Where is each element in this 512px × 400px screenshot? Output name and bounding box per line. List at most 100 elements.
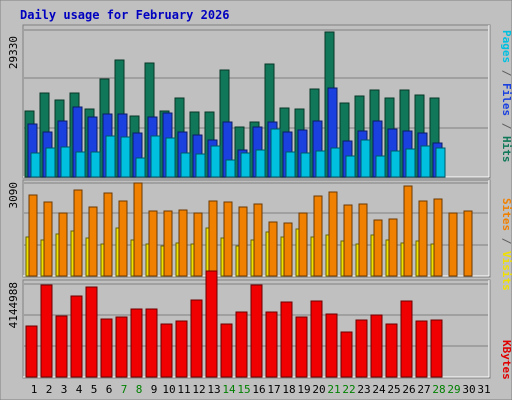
bar-pages-day-3 (60, 146, 71, 178)
bar-pages-day-8 (135, 157, 146, 178)
side-label-sites-visits: Sites / Visits (500, 198, 512, 291)
bar-sites-day-15 (238, 206, 248, 277)
bar-pages-day-9 (150, 135, 161, 178)
x-tick-day-21: 21 (327, 383, 340, 396)
x-tick-day-9: 9 (151, 383, 158, 396)
bar-pages-day-5 (90, 151, 101, 178)
bar-sites-day-27 (418, 200, 428, 277)
x-tick-day-22: 22 (342, 383, 355, 396)
bar-pages-day-15 (240, 152, 251, 178)
bar-kbytes-day-17 (265, 311, 278, 378)
bar-kbytes-day-25 (385, 323, 398, 378)
bar-kbytes-day-7 (115, 316, 128, 378)
bar-kbytes-day-24 (370, 314, 383, 378)
bar-sites-day-21 (328, 191, 338, 277)
x-tick-day-30: 30 (462, 383, 475, 396)
bar-kbytes-day-12 (190, 299, 203, 378)
bar-pages-day-13 (210, 145, 221, 178)
x-tick-day-14: 14 (222, 383, 236, 396)
bar-sites-day-22 (343, 204, 353, 277)
x-tick-day-19: 19 (297, 383, 310, 396)
bar-kbytes-day-13 (205, 270, 218, 378)
bar-pages-day-28 (435, 147, 446, 178)
bar-pages-day-25 (390, 150, 401, 178)
bar-sites-day-13 (208, 200, 218, 277)
bar-pages-day-20 (315, 150, 326, 178)
x-tick-day-31: 31 (477, 383, 490, 396)
bar-kbytes-day-10 (160, 323, 173, 378)
bar-pages-day-19 (300, 152, 311, 178)
bar-sites-day-23 (358, 203, 368, 277)
bar-kbytes-day-2 (40, 284, 53, 378)
bar-kbytes-day-14 (220, 323, 233, 378)
bar-sites-day-6 (103, 192, 113, 277)
bar-sites-day-25 (388, 218, 398, 277)
x-tick-day-4: 4 (76, 383, 83, 396)
bar-kbytes-day-26 (400, 300, 413, 378)
bar-kbytes-day-9 (145, 308, 158, 378)
bar-sites-day-20 (313, 195, 323, 277)
bar-kbytes-day-15 (235, 311, 248, 378)
bar-pages-day-16 (255, 149, 266, 178)
bar-kbytes-day-28 (430, 319, 443, 378)
scale-label-kbytes: 4144988 (7, 282, 20, 328)
bar-pages-day-4 (75, 151, 86, 178)
bar-sites-day-19 (298, 212, 308, 277)
side-label-pages-files-hits: Pages / Files / Hits (500, 30, 512, 163)
bar-kbytes-day-22 (340, 331, 353, 378)
side-label-kbytes: KBytes (500, 340, 512, 380)
bar-pages-day-18 (285, 151, 296, 178)
bar-pages-day-2 (45, 147, 56, 178)
bar-sites-day-2 (43, 201, 53, 277)
x-axis-day-labels: 1 2 3 4 5 6 7 8 9 10 11 12 13 14 15 16 17 18 19 20 21 22 23 24 2… (31, 383, 491, 396)
x-tick-day-28: 28 (432, 383, 445, 396)
bar-kbytes-day-6 (100, 318, 113, 378)
bar-kbytes-day-19 (295, 316, 308, 378)
x-tick-day-8: 8 (136, 383, 143, 396)
bar-kbytes-day-5 (85, 286, 98, 378)
x-tick-day-26: 26 (402, 383, 415, 396)
bar-pages-day-23 (360, 139, 371, 178)
x-tick-day-3: 3 (61, 383, 68, 396)
panel-kbytes: 4144988 KBytes (7, 270, 512, 380)
bar-sites-day-11 (178, 209, 188, 277)
x-tick-day-13: 13 (207, 383, 220, 396)
x-tick-day-2: 2 (46, 383, 53, 396)
bar-pages-day-10 (165, 137, 176, 178)
bar-pages-day-27 (420, 145, 431, 178)
bar-pages-day-12 (195, 153, 206, 178)
x-tick-day-15: 15 (237, 383, 250, 396)
panel-sites-visits: 3090 Sites / Visits (7, 179, 512, 291)
bar-kbytes-day-11 (175, 320, 188, 378)
bar-sites-day-26 (403, 185, 413, 277)
bar-sites-day-8 (133, 182, 143, 277)
bar-sites-day-1 (28, 194, 38, 277)
x-tick-day-24: 24 (372, 383, 386, 396)
bar-kbytes-day-4 (70, 295, 83, 378)
bar-kbytes-day-16 (250, 284, 263, 378)
bar-pages-day-6 (105, 135, 116, 178)
bar-sites-day-10 (163, 210, 173, 277)
x-tick-day-29: 29 (447, 383, 460, 396)
x-tick-day-6: 6 (106, 383, 113, 396)
bar-pages-day-14 (225, 159, 236, 178)
bar-sites-day-4 (73, 189, 83, 277)
bar-sites-day-29 (448, 212, 458, 277)
bar-pages-day-22 (345, 155, 356, 178)
x-tick-day-10: 10 (162, 383, 175, 396)
bar-kbytes-day-27 (415, 320, 428, 378)
bar-kbytes-day-23 (355, 319, 368, 378)
bar-pages-day-26 (405, 148, 416, 178)
bar-pages-day-1 (30, 152, 41, 178)
bar-sites-day-9 (148, 210, 158, 277)
x-tick-day-25: 25 (387, 383, 400, 396)
bar-pages-day-17 (270, 128, 281, 178)
x-tick-day-20: 20 (312, 383, 325, 396)
bar-sites-day-7 (118, 200, 128, 277)
bar-sites-day-24 (373, 219, 383, 277)
x-tick-day-5: 5 (91, 383, 98, 396)
bar-kbytes-day-1 (25, 325, 38, 378)
bar-sites-day-16 (253, 203, 263, 277)
chart-title: Daily usage for February 2026 (20, 8, 230, 22)
